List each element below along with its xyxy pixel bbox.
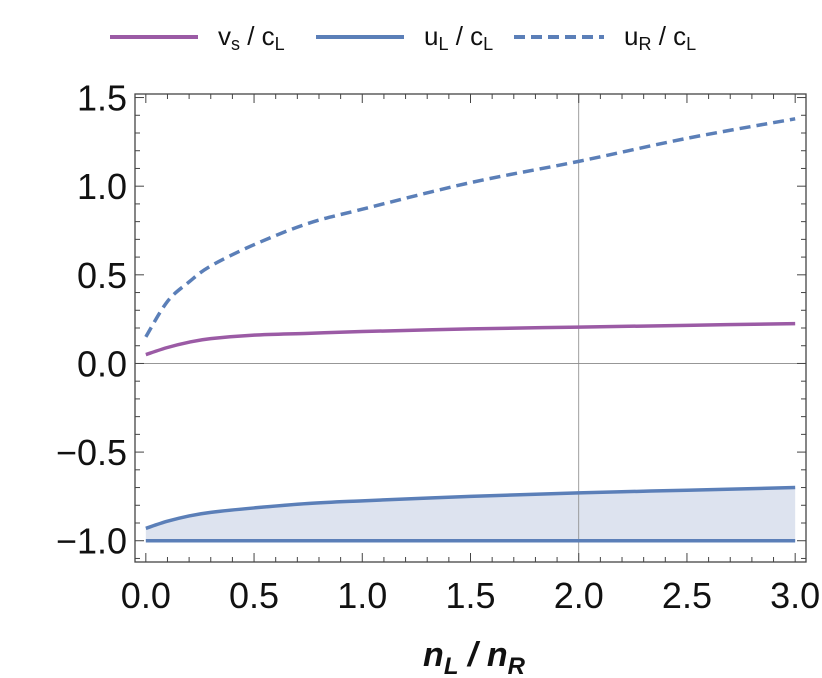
x-tick-labels: 0.0 0.5 1.0 1.5 2.0 2.5 3.0: [121, 575, 820, 616]
series-line-0: [145, 321, 796, 357]
x-tick-label: 0.0: [121, 575, 171, 616]
x-axis-label-a-sub: L: [444, 653, 459, 678]
series-line-2: [144, 117, 796, 338]
legend-label-part: / c: [651, 21, 686, 51]
x-tick-label: 1.5: [445, 575, 495, 616]
series-line-1: [145, 485, 796, 530]
legend-label-part: / c: [448, 21, 483, 51]
legend-label-part: u: [424, 21, 438, 51]
y-tick-labels: −1.0 −0.5 0.0 0.5 1.0 1.5: [56, 78, 127, 562]
y-tick-label: 0.5: [77, 255, 127, 296]
x-axis-label-a: n: [423, 636, 444, 674]
x-axis-label: nL / nR: [423, 636, 526, 678]
x-axis-label-b: n: [487, 636, 508, 674]
legend-label-part: L: [483, 34, 493, 54]
x-tick-label: 0.5: [229, 575, 279, 616]
y-tick-label: 1.5: [77, 78, 127, 119]
legend-label-1: uL / cL: [424, 21, 493, 54]
ticks: [135, 94, 806, 562]
series-layer: [144, 117, 796, 543]
y-tick-label: −0.5: [56, 432, 127, 473]
legend-label-0: vs / cL: [218, 21, 285, 54]
x-axis-label-b-sub: R: [508, 653, 526, 678]
y-tick-label: 0.0: [77, 343, 127, 384]
x-tick-label: 2.5: [662, 575, 712, 616]
legend-label-part: s: [231, 34, 240, 54]
fill-layer: [145, 487, 796, 541]
legend-label-part: L: [275, 34, 285, 54]
y-tick-label: −1.0: [56, 521, 127, 562]
legend-label-part: u: [624, 21, 638, 51]
x-tick-label: 1.0: [337, 575, 387, 616]
fill-region: [145, 487, 796, 541]
legend-label-part: R: [638, 34, 651, 54]
x-tick-label: 3.0: [770, 575, 820, 616]
legend-label-part: L: [438, 34, 448, 54]
legend-label-2: uR / cL: [624, 21, 696, 54]
legend: vs / cL uL / cL uR / cL: [110, 21, 696, 54]
x-axis-label-sep: /: [458, 636, 486, 674]
legend-label-part: / c: [240, 21, 275, 51]
x-tick-label: 2.0: [554, 575, 604, 616]
legend-label-part: v: [218, 21, 231, 51]
y-tick-label: 1.0: [77, 166, 127, 207]
legend-label-part: L: [686, 34, 696, 54]
